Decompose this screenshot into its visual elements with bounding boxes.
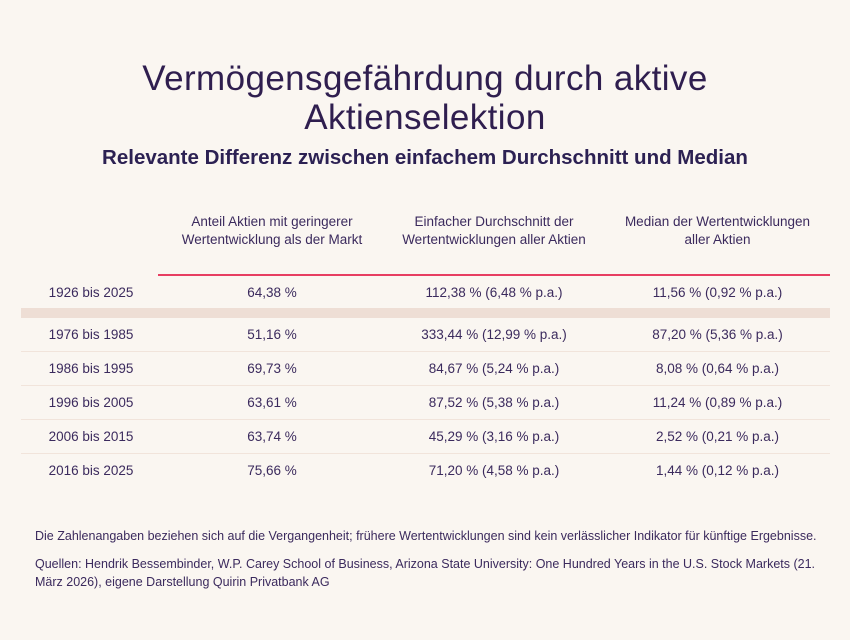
share-below-market-value: 75,66 %: [247, 463, 297, 478]
median-value: 11,56 % (0,92 % p.a.): [652, 284, 783, 300]
column-header-median: Median der Wertentwicklungen aller Aktie…: [624, 214, 811, 247]
column-header-simple-average: Einfacher Durchschnitt der Wertentwicklu…: [402, 214, 586, 247]
page-title: Vermögensgefährdung durch aktive Aktiens…: [142, 59, 708, 138]
period-label: 1996 bis 2005: [48, 395, 134, 410]
page-subtitle: Relevante Differenz zwischen einfachem D…: [102, 146, 748, 169]
period-label: 1986 bis 1995: [48, 361, 134, 376]
period-label: 2006 bis 2015: [48, 429, 134, 444]
simple-average-value: 84,67 % (5,24 % p.a.): [428, 361, 560, 376]
footnote-sources: Quellen: Hendrik Bessembinder, W.P. Care…: [35, 557, 816, 590]
period-label: 1976 bis 1985: [48, 327, 134, 342]
table-row: 2006 bis 2015 63,74 % 45,29 % (3,16 % p.…: [21, 419, 830, 453]
share-below-market-value: 69,73 %: [247, 361, 297, 376]
share-below-market-value: 64,38 %: [247, 284, 297, 300]
table-row: 1976 bis 1985 51,16 % 333,44 % (12,99 % …: [21, 318, 830, 351]
simple-average-value: 112,38 % (6,48 % p.a.): [425, 284, 563, 300]
share-below-market-value: 63,61 %: [247, 395, 297, 410]
median-value: 87,20 % (5,36 % p.a.): [652, 327, 783, 342]
header-underline: [158, 274, 830, 276]
performance-table: Anteil Aktien mit geringerer Wertentwick…: [21, 205, 830, 487]
period-label: 2016 bis 2025: [48, 463, 134, 478]
median-value: 1,44 % (0,12 % p.a.): [655, 463, 780, 478]
period-label: 1926 bis 2025: [48, 284, 134, 300]
simple-average-value: 333,44 % (12,99 % p.a.): [421, 327, 567, 342]
median-value: 8,08 % (0,64 % p.a.): [655, 361, 780, 376]
table-row: 1996 bis 2005 63,61 % 87,52 % (5,38 % p.…: [21, 385, 830, 419]
median-value: 2,52 % (0,21 % p.a.): [655, 429, 780, 444]
period-column-header: [21, 205, 161, 248]
table-row-total: 1926 bis 2025 64,38 % 112,38 % (6,48 % p…: [21, 276, 830, 308]
table-header-row: Anteil Aktien mit geringerer Wertentwick…: [21, 205, 830, 248]
table-row: 1986 bis 1995 69,73 % 84,67 % (5,24 % p.…: [21, 351, 830, 385]
table-row: 2016 bis 2025 75,66 % 71,20 % (4,58 % p.…: [21, 453, 830, 487]
highlight-band-divider: [21, 308, 830, 318]
share-below-market-value: 51,16 %: [247, 327, 297, 342]
simple-average-value: 71,20 % (4,58 % p.a.): [428, 463, 560, 478]
share-below-market-value: 63,74 %: [247, 429, 297, 444]
footnotes: Die Zahlenangaben beziehen sich auf die …: [35, 527, 821, 591]
footnote-disclaimer: Die Zahlenangaben beziehen sich auf die …: [35, 529, 817, 543]
column-header-share-below-market: Anteil Aktien mit geringerer Wertentwick…: [181, 214, 363, 247]
simple-average-value: 45,29 % (3,16 % p.a.): [428, 429, 560, 444]
simple-average-value: 87,52 % (5,38 % p.a.): [428, 395, 560, 410]
median-value: 11,24 % (0,89 % p.a.): [652, 395, 783, 410]
